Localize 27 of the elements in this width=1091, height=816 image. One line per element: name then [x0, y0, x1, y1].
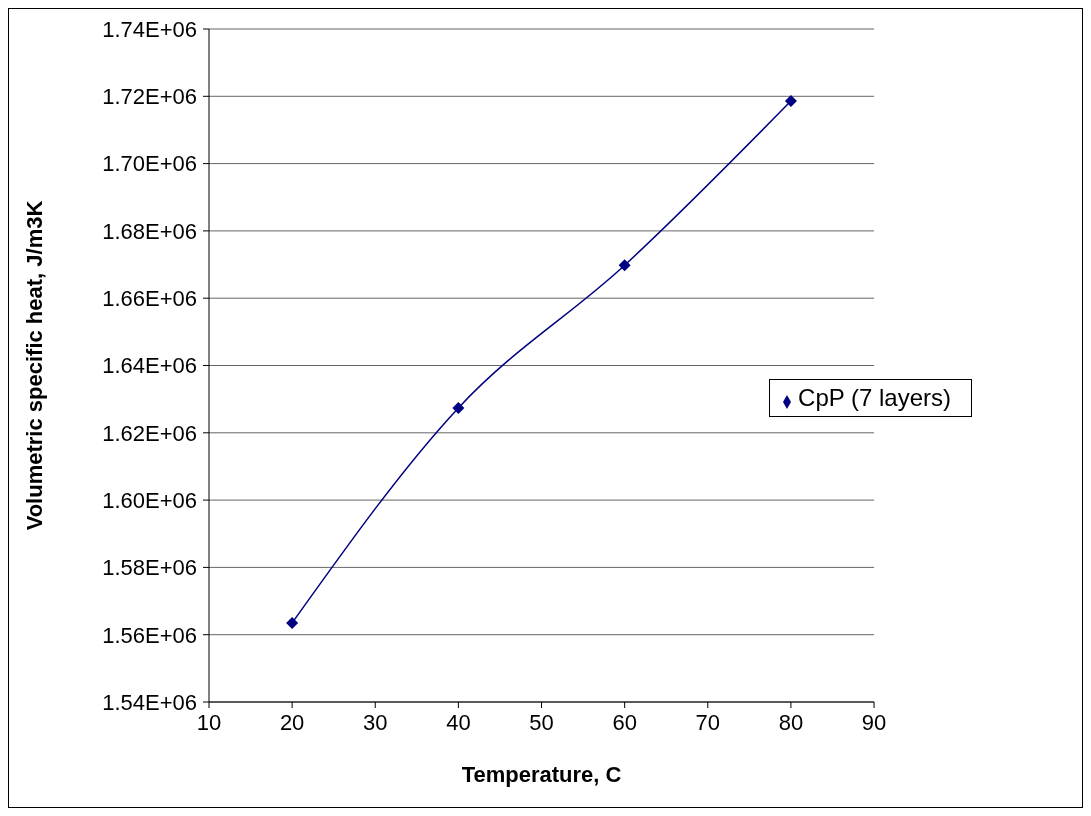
legend-label: CpP (7 layers): [798, 384, 951, 411]
x-tick-label: 20: [279, 709, 305, 735]
y-tick-label: 1.74E+06: [102, 16, 197, 42]
y-tick-label: 1.60E+06: [102, 487, 197, 513]
x-tick-label: 50: [529, 709, 554, 735]
x-tick-label: 70: [695, 709, 721, 735]
y-tick-label: 1.62E+06: [102, 420, 197, 446]
y-tick-label: 1.54E+06: [102, 689, 197, 715]
y-tick-label: 1.66E+06: [102, 286, 197, 312]
y-tick-label: 1.56E+06: [102, 622, 197, 648]
x-tick-label: 60: [612, 709, 637, 735]
x-tick-label: 30: [363, 709, 388, 735]
x-axis-title: Temperature, C: [461, 762, 622, 787]
point: [286, 616, 299, 629]
x-tick-label: 10: [196, 709, 222, 735]
point: [452, 401, 465, 414]
y-axis-title: Volumetric specific heat, J/m3K: [21, 200, 47, 531]
y-tick-label: 1.58E+06: [102, 555, 197, 581]
y-tick-label: 1.68E+06: [102, 218, 197, 244]
y-tick-label: 1.64E+06: [102, 353, 197, 379]
y-tick-label: 1.72E+06: [102, 84, 197, 110]
x-tick-label: 80: [778, 709, 804, 735]
x-tick-label: 40: [446, 709, 471, 735]
y-tick-label: 1.70E+06: [102, 151, 197, 177]
point: [784, 95, 797, 108]
point: [618, 259, 631, 272]
x-tick-label: 90: [861, 709, 887, 735]
